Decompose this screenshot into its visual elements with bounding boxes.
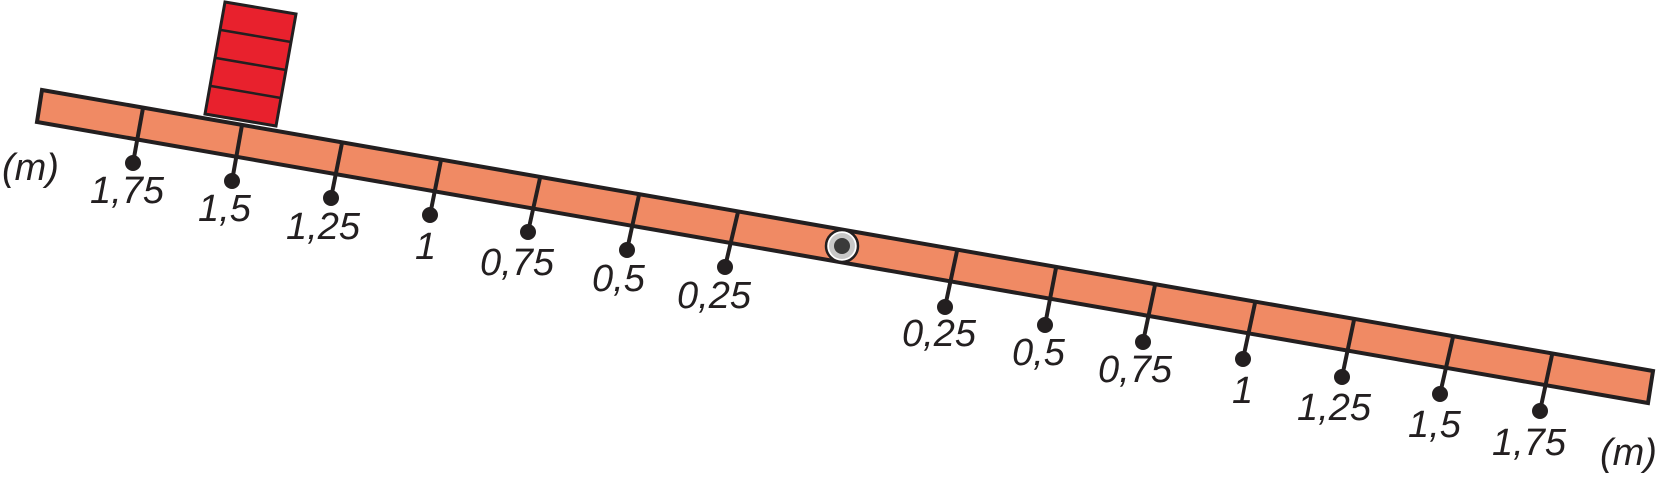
tick-dot-right (937, 299, 953, 315)
tick-dot-right (1235, 351, 1251, 367)
tick-line-right (1438, 336, 1455, 395)
scale-label-left: 0,25 (677, 275, 752, 317)
scale-label-left: 0,5 (592, 258, 646, 300)
left-scale-labels: 1,75 1,5 1,25 1 0,75 0,5 0,25 (90, 170, 752, 317)
tick-dot-left (717, 259, 733, 275)
tick-dot-right (1135, 334, 1151, 350)
scale-label-right: 1 (1232, 370, 1253, 412)
tick-dot-left (422, 207, 438, 223)
weight-block (203, 0, 298, 128)
tick-dot-left (224, 173, 240, 189)
unit-label-left: (m) (2, 147, 59, 189)
scale-label-left: 1,75 (90, 170, 165, 212)
scale-label-right: 1,5 (1408, 404, 1462, 446)
scale-label-right: 1,75 (1492, 422, 1567, 464)
scale-label-left: 1 (415, 226, 436, 268)
tick-line-right (1241, 302, 1257, 360)
scale-label-right: 1,25 (1297, 387, 1372, 429)
tick-dot-right (1532, 403, 1548, 419)
scale-label-left: 0,75 (480, 242, 555, 284)
tick-dot-left (619, 242, 635, 258)
scale-label-right: 0,5 (1012, 332, 1066, 374)
scale-label-left: 1,5 (198, 188, 252, 230)
pivot-icon (824, 228, 860, 264)
right-scale-labels: 0,25 0,5 0,75 1 1,25 1,5 1,75 (902, 313, 1567, 464)
tick-dot-right (1037, 317, 1053, 333)
scale-label-left: 1,25 (286, 206, 361, 248)
tick-line-right (943, 250, 959, 308)
tick-line-right (1538, 354, 1554, 412)
tick-line-left (526, 177, 542, 233)
unit-label-right: (m) (1600, 432, 1657, 474)
tick-line-left (329, 142, 344, 199)
tick-dot-left (323, 190, 339, 206)
tick-line-right (1340, 319, 1356, 378)
tick-line-left (230, 124, 244, 182)
tick-line-left (131, 107, 145, 164)
tick-line-left (428, 159, 443, 216)
tick-line-right (1141, 284, 1157, 343)
scale-label-right: 0,75 (1098, 349, 1173, 391)
tick-dot-right (1432, 386, 1448, 402)
tick-line-left (625, 194, 641, 251)
scale-label-right: 0,25 (902, 313, 977, 355)
tick-marks (125, 107, 1554, 419)
tick-dot-right (1334, 369, 1350, 385)
tick-line-left (723, 211, 740, 268)
tick-dot-left (125, 155, 141, 171)
tick-line-right (1043, 267, 1058, 326)
tick-dot-left (520, 224, 536, 240)
